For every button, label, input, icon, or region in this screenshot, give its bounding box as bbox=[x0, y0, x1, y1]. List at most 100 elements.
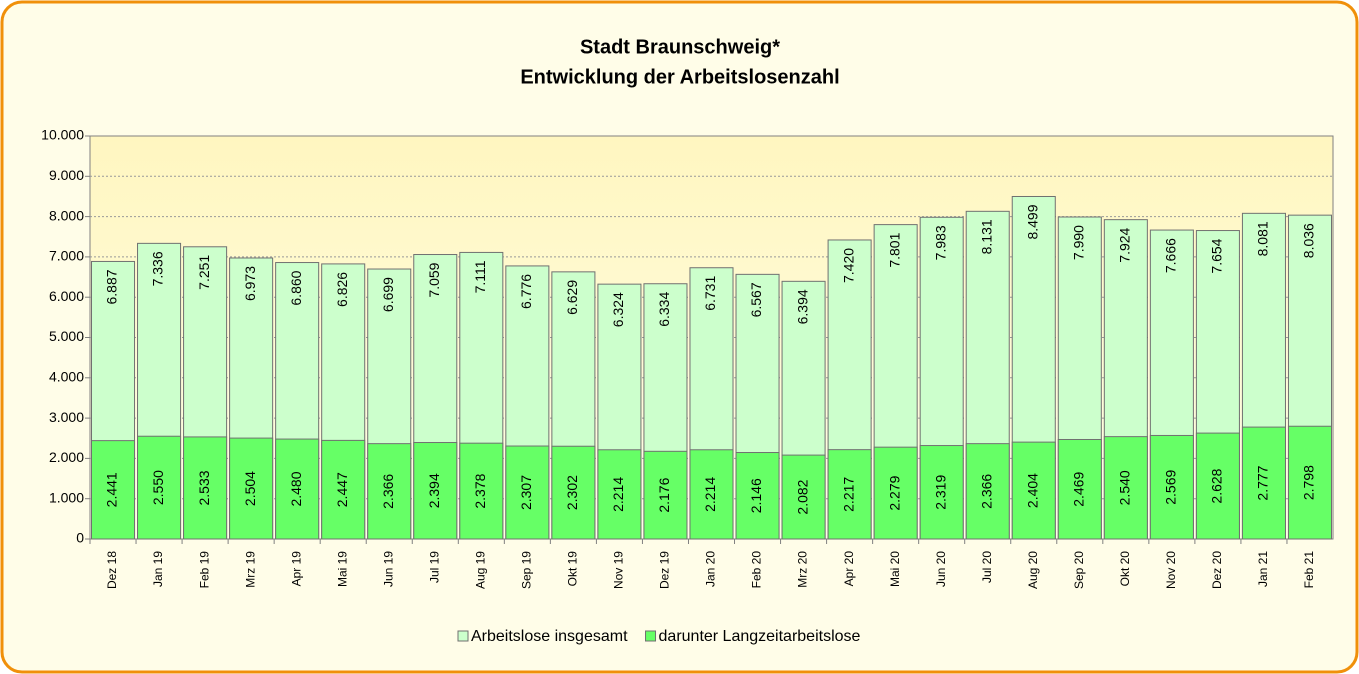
bar bbox=[965, 443, 1010, 540]
x-tick-label: Jun 20 bbox=[934, 551, 948, 587]
data-label: 2.366 bbox=[380, 474, 396, 509]
x-tick-label: Mrz 19 bbox=[243, 551, 257, 588]
bar bbox=[1149, 434, 1194, 540]
data-label: 7.251 bbox=[196, 255, 212, 290]
bar bbox=[367, 443, 412, 540]
data-label: 2.214 bbox=[702, 477, 718, 512]
data-label: 7.059 bbox=[426, 262, 442, 297]
x-tick-label: Feb 19 bbox=[197, 551, 211, 589]
bar bbox=[1241, 426, 1286, 540]
bar bbox=[459, 442, 504, 540]
data-label: 2.798 bbox=[1301, 465, 1317, 500]
bar bbox=[597, 449, 642, 540]
data-label: 7.983 bbox=[932, 225, 948, 260]
bar bbox=[919, 445, 964, 540]
x-tick-label: Dez 19 bbox=[658, 551, 672, 589]
data-label: 2.504 bbox=[242, 471, 258, 506]
data-label: 2.319 bbox=[932, 475, 948, 510]
data-label: 6.776 bbox=[518, 274, 534, 309]
data-label: 2.533 bbox=[196, 470, 212, 505]
data-label: 7.666 bbox=[1163, 238, 1179, 273]
data-label: 8.036 bbox=[1301, 223, 1317, 258]
bar bbox=[505, 445, 550, 540]
bar bbox=[91, 440, 136, 540]
x-tick-label: Feb 20 bbox=[750, 551, 764, 589]
data-label: 2.447 bbox=[334, 472, 350, 507]
x-tick-label: Aug 20 bbox=[1026, 551, 1040, 589]
data-label: 7.924 bbox=[1117, 227, 1133, 262]
x-tick-label: Mrz 20 bbox=[796, 551, 810, 588]
data-label: 2.307 bbox=[518, 475, 534, 510]
x-tick-label: Dez 20 bbox=[1210, 551, 1224, 589]
data-label: 2.394 bbox=[426, 473, 442, 508]
y-tick-label: 1.000 bbox=[49, 489, 84, 505]
data-label: 6.629 bbox=[564, 280, 580, 315]
data-label: 8.499 bbox=[1024, 204, 1040, 239]
data-label: 7.111 bbox=[472, 260, 488, 293]
data-label: 6.699 bbox=[380, 277, 396, 312]
data-label: 2.469 bbox=[1070, 472, 1086, 507]
data-label: 2.480 bbox=[288, 471, 304, 506]
data-label: 2.217 bbox=[840, 477, 856, 512]
data-label: 2.404 bbox=[1024, 473, 1040, 508]
y-tick-label: 5.000 bbox=[49, 328, 84, 344]
x-tick-label: Nov 20 bbox=[1164, 551, 1178, 589]
data-label: 7.990 bbox=[1070, 225, 1086, 260]
y-tick-label: 2.000 bbox=[49, 449, 84, 465]
data-label: 6.324 bbox=[610, 292, 626, 327]
y-tick-label: 8.000 bbox=[49, 207, 84, 223]
bar bbox=[827, 449, 872, 540]
data-label: 6.731 bbox=[702, 276, 718, 311]
data-label: 6.973 bbox=[242, 266, 258, 301]
x-tick-label: Jun 19 bbox=[381, 551, 395, 587]
bar bbox=[551, 445, 596, 540]
x-tick-label: Nov 19 bbox=[612, 551, 626, 589]
data-label: 2.569 bbox=[1163, 470, 1179, 505]
data-label: 7.801 bbox=[886, 232, 902, 267]
data-label: 6.334 bbox=[656, 292, 672, 327]
data-label: 6.394 bbox=[794, 289, 810, 324]
x-tick-label: Jul 19 bbox=[427, 551, 441, 583]
bar bbox=[229, 437, 274, 540]
data-label: 2.302 bbox=[564, 475, 580, 510]
data-label: 7.336 bbox=[150, 251, 166, 286]
bar bbox=[781, 454, 826, 540]
x-tick-label: Apr 19 bbox=[289, 551, 303, 587]
data-label: 2.441 bbox=[104, 472, 120, 507]
data-label: 2.540 bbox=[1117, 470, 1133, 505]
data-label: 2.214 bbox=[610, 477, 626, 512]
data-label: 8.131 bbox=[978, 219, 994, 254]
y-tick-label: 0 bbox=[76, 530, 84, 546]
bar bbox=[735, 452, 780, 540]
data-label: 2.082 bbox=[794, 479, 810, 514]
legend-swatch bbox=[645, 630, 657, 642]
bar bbox=[689, 449, 734, 540]
data-label: 2.176 bbox=[656, 477, 672, 512]
y-tick-label: 9.000 bbox=[49, 167, 84, 183]
bar bbox=[321, 439, 366, 540]
x-tick-label: Okt 20 bbox=[1118, 551, 1132, 587]
bar bbox=[183, 436, 228, 540]
legend-label: darunter Langzeitarbeitslose bbox=[659, 628, 861, 645]
data-label: 2.146 bbox=[748, 478, 764, 513]
x-tick-label: Sep 19 bbox=[520, 551, 534, 589]
bar bbox=[873, 446, 918, 540]
data-label: 2.777 bbox=[1255, 465, 1271, 500]
y-tick-label: 3.000 bbox=[49, 409, 84, 425]
x-tick-label: Aug 19 bbox=[473, 551, 487, 589]
data-label: 6.860 bbox=[288, 270, 304, 305]
legend-swatch bbox=[457, 630, 469, 642]
data-label: 2.279 bbox=[886, 475, 902, 510]
x-tick-label: Feb 21 bbox=[1302, 551, 1316, 589]
bar bbox=[137, 435, 182, 540]
data-label: 7.654 bbox=[1209, 238, 1225, 273]
bar bbox=[1011, 441, 1056, 540]
data-label: 6.826 bbox=[334, 272, 350, 307]
chart-title: Stadt Braunschweig* bbox=[580, 36, 780, 58]
x-tick-label: Sep 20 bbox=[1072, 551, 1086, 589]
bar bbox=[1103, 436, 1148, 540]
data-label: 2.628 bbox=[1209, 468, 1225, 503]
legend-label: Arbeitslose insgesamt bbox=[471, 628, 628, 645]
y-tick-label: 4.000 bbox=[49, 369, 84, 385]
